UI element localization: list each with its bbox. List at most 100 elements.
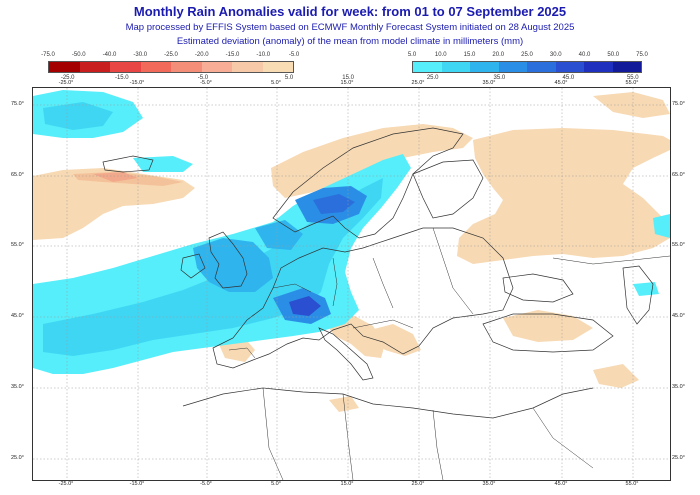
x-axis-bottom-label: 25.0° [411,481,425,487]
legend-negative-swatch [49,62,80,72]
x-axis-top-label: -5.0° [200,80,212,86]
wet-anomaly-regions [33,90,670,374]
legend-positive-swatch [470,62,499,72]
x-axis-top-label: 15.0° [340,80,354,86]
x-axis-top-label: -15.0° [129,80,145,86]
legend-neg-top-label: -5.0 [288,52,300,58]
x-axis-bottom-label: 15.0° [340,481,354,487]
legend-neg-top-label: -25.0 [164,52,178,58]
y-axis-left-label: 45.0° [11,313,24,319]
y-axis-right-label: 45.0° [672,313,685,319]
legend-pos-bottom-label: 25.0 [426,75,439,81]
rain-anomaly-map [32,87,671,481]
dry-region-russia [457,128,670,264]
legend-pos-top-label: 20.0 [492,52,505,58]
coastline-iceland [102,155,154,173]
map-subtitle-processing: Map processed by EFFIS System based on E… [125,22,575,33]
border-germany-poland [332,257,338,307]
dry-region-balkans [363,324,421,356]
legend-positive-swatch [527,62,556,72]
dry-region-south-turkey [593,364,639,388]
y-axis-left-label: 55.0° [11,242,24,248]
y-axis-left-label: 75.0° [11,101,24,107]
y-axis-right-label: 55.0° [672,242,685,248]
border-balkans [352,319,414,329]
legend-neg-top-label: -15.0 [225,52,240,58]
legend-negative-swatch [171,62,202,72]
dry-region-north-atlantic [33,168,195,240]
legend-pos-top-label: 30.0 [549,52,562,58]
legend-neg-top-label: -75.0 [41,52,55,58]
border-poland-ukraine [372,257,394,309]
x-axis-top-label: 5.0° [271,80,281,86]
legend-neg-top-label: -40.0 [102,52,117,58]
dry-anomaly-regions [33,92,670,412]
legend-neg-bottom-label: 15.0 [342,75,354,81]
coastline-finland [412,159,484,219]
border-middle-east [532,407,594,469]
legend-positive-swatch [498,62,527,72]
x-axis-bottom-label: -5.0° [200,481,212,487]
wet-region-north-sea [255,220,303,250]
x-axis-bottom-label: 55.0° [625,481,639,487]
legend-pos-bottom-label: 35.0 [493,75,506,81]
legend-positive-anomaly: 5.0 10.0 15.0 20.0 25.0 30.0 40.0 50.0 7… [408,52,648,92]
y-axis-right-label: 35.0° [672,384,685,390]
y-axis-right-label: 25.0° [672,455,685,461]
dry-region-turkey [503,310,593,342]
x-axis-top-label: 25.0° [411,80,425,86]
legend-neg-top-label: -10.0 [256,52,271,58]
border-iberia [228,347,256,359]
dry-region-scandinavia [271,124,473,198]
x-axis-top-label: 55.0° [625,80,639,86]
coastline-black-sea [502,273,574,303]
wet-region-iceland-east [133,156,193,172]
legend-negative-swatch [262,62,293,72]
legend-pos-top-label: 5.0 [407,52,417,58]
border-kazakhstan [552,255,670,265]
wet-region-norway-coast [653,214,670,238]
x-axis-bottom-label: 35.0° [482,481,496,487]
legend-neg-top-label: -20.0 [194,52,209,58]
map-canvas [33,88,670,480]
x-axis-top-label: 35.0° [482,80,496,86]
coastline-turkey [482,313,614,353]
legend-neg-bottom-label: -15.0 [114,75,129,81]
coastline-north-africa [182,387,594,419]
legend-negative-swatch [201,62,232,72]
coastline-ireland [180,253,206,279]
legend-positive-swatch [612,62,641,72]
x-axis-top-label: -25.0° [58,80,74,86]
coastlines [102,127,654,419]
legend-negative-swatch [140,62,171,72]
border-france-germany [272,283,312,293]
legend-positive-swatch [413,62,442,72]
y-axis-left-label: 25.0° [11,455,24,461]
legend-negative-swatch [110,62,141,72]
legend-pos-top-label: 50.0 [607,52,620,58]
x-axis-bottom-label: 5.0° [271,481,281,487]
legend-negative-anomaly: -75.0 -50.0 -40.0 -30.0 -25.0 -20.0 -15.… [41,52,354,92]
legend-pos-bottom-label: 55.0 [626,75,639,81]
legend-positive-colorbar [412,61,642,73]
wet-region-caspian [633,282,659,296]
border-africa-3 [432,409,444,480]
legend-positive-swatch [555,62,584,72]
legend-pos-top-label: 75.0 [636,52,648,58]
wet-region-alps-deep [289,296,321,316]
border-russia-west [432,227,474,315]
legend-neg-top-label: -30.0 [133,52,148,58]
x-axis-top-label: 45.0° [554,80,568,86]
wet-region-uk [193,238,273,292]
legend-neg-bottom-label: 5.0 [284,75,294,81]
legend-negative-colorbar [48,61,294,73]
x-axis-bottom-label: 45.0° [554,481,568,487]
legend-pos-top-label: 10.0 [434,52,447,58]
legend-positive-swatch [584,62,613,72]
coastline-italy [318,327,374,381]
graticule [33,88,670,480]
legend-pos-top-label: 15.0 [463,52,476,58]
coastline-great-britain [208,231,248,289]
legend-pos-bottom-label: 45.0 [562,75,575,81]
legend-positive-swatch [441,62,470,72]
